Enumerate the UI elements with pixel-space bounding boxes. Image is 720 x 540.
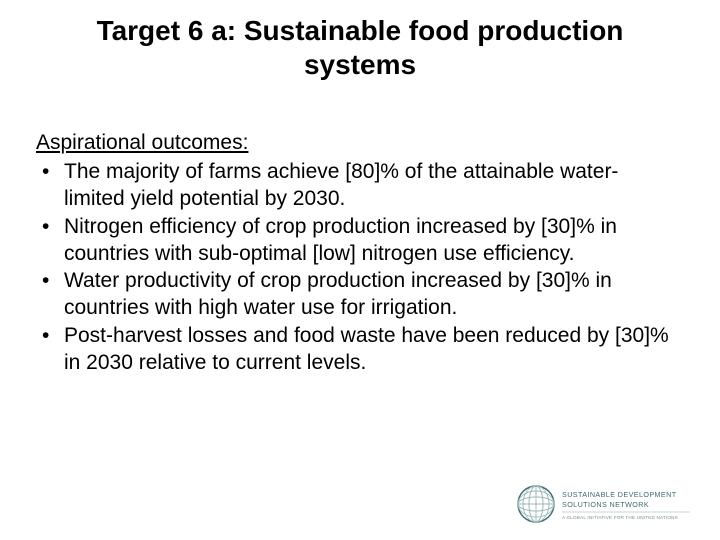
list-item: The majority of farms achieve [80]% of t…	[36, 159, 676, 213]
list-item: Nitrogen efficiency of crop production i…	[36, 214, 676, 268]
logo-tagline: A GLOBAL INITIATIVE FOR THE UNITED NATIO…	[562, 515, 678, 520]
sdsn-logo: SUSTAINABLE DEVELOPMENT SOLUTIONS NETWOR…	[514, 482, 694, 526]
logo-text-line1: SUSTAINABLE DEVELOPMENT	[562, 490, 677, 499]
list-item: Water productivity of crop production in…	[36, 268, 676, 322]
subheading: Aspirational outcomes:	[36, 130, 676, 157]
list-item: Post-harvest losses and food waste have …	[36, 323, 676, 377]
slide: Target 6 a: Sustainable food production …	[0, 0, 720, 540]
bullet-list: The majority of farms achieve [80]% of t…	[36, 159, 676, 377]
slide-body: Aspirational outcomes: The majority of f…	[36, 130, 676, 378]
logo-text-line2: SOLUTIONS NETWORK	[562, 500, 649, 509]
globe-icon: SUSTAINABLE DEVELOPMENT SOLUTIONS NETWOR…	[514, 482, 694, 526]
slide-title: Target 6 a: Sustainable food production …	[70, 14, 650, 81]
